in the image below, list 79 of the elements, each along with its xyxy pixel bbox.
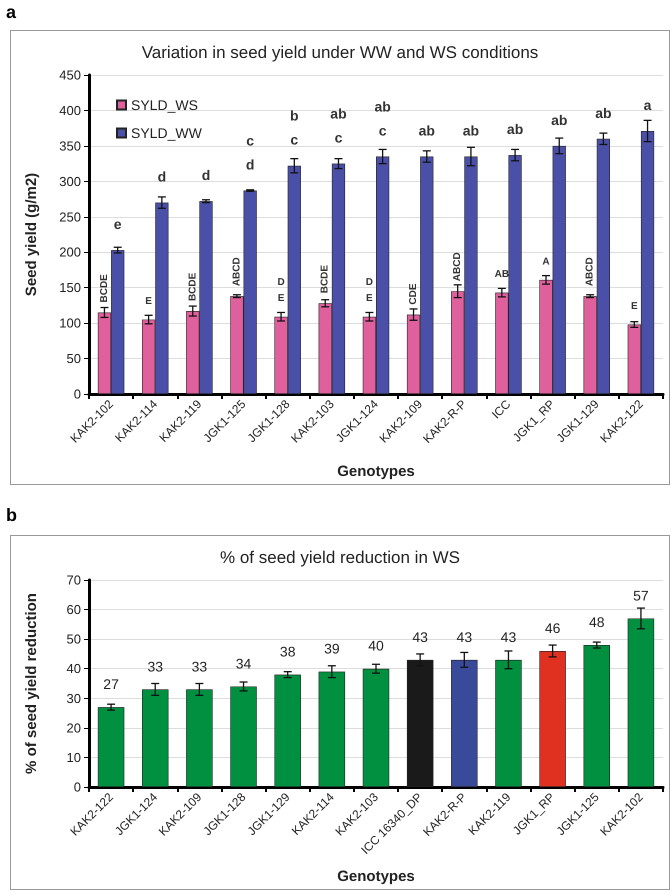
data-label: BCDE (320, 264, 331, 294)
data-label: 27 (103, 676, 120, 692)
x-axis-title: Genotypes (337, 463, 415, 480)
y-tick-label: 350 (59, 138, 81, 154)
data-label: 38 (280, 644, 296, 660)
data-label: ab c (330, 106, 347, 146)
y-tick-label: 70 (66, 572, 81, 588)
legend-label: SYLD_WS (131, 97, 198, 113)
x-tick-label: ICC (488, 396, 514, 422)
data-label: ABCD (584, 257, 596, 286)
bar (451, 660, 478, 787)
text: b (6, 505, 17, 526)
data-label: a (644, 97, 652, 113)
chart-title: % of seed yield reduction in WS (220, 548, 460, 567)
y-tick-label: 10 (66, 750, 81, 765)
data-label: E (145, 296, 152, 308)
data-label: 39 (324, 640, 340, 657)
data-label: ab (506, 121, 524, 138)
data-label: CDE (408, 283, 420, 305)
y-axis-title: % of seed yield reduction (23, 593, 40, 774)
y-tick-label: 0 (74, 386, 81, 402)
data-label: 46 (544, 620, 561, 636)
bar (362, 668, 390, 787)
data-label: 40 (368, 638, 384, 654)
y-tick-label: 100 (59, 316, 81, 331)
bar (539, 650, 566, 787)
data-label: ab (418, 122, 435, 139)
y-tick-label: 60 (66, 602, 81, 618)
data-label: d (158, 168, 166, 185)
bar (495, 660, 522, 787)
y-tick-label: 40 (66, 661, 81, 676)
text: a (6, 2, 16, 23)
chart-title: Variation in seed yield under WW and WS conditions (142, 43, 538, 62)
data-label: 33 (147, 658, 164, 674)
data-label: ABCD (452, 252, 464, 282)
data-label: b c (290, 108, 299, 148)
data-label: 43 (456, 628, 472, 645)
data-label: ab (551, 112, 568, 128)
data-label: 57 (633, 587, 649, 604)
data-label: ABCD (231, 257, 242, 286)
bar (230, 686, 257, 787)
data-label: 33 (192, 658, 208, 674)
y-tick-label: 50 (66, 632, 81, 647)
data-label: 43 (412, 628, 428, 645)
y-tick-label: 450 (59, 68, 81, 82)
y-tick-label: 250 (59, 209, 81, 224)
data-label: A (542, 256, 550, 268)
y-tick-label: 0 (74, 780, 81, 794)
y-tick-label: 200 (59, 244, 81, 260)
bar (142, 689, 168, 787)
data-label: D E (366, 277, 374, 304)
data-label: 43 (500, 628, 516, 645)
data-label: d (202, 167, 210, 184)
data-label: c d (246, 132, 254, 173)
data-label: 34 (236, 655, 252, 672)
bar (98, 707, 124, 787)
data-label: e (114, 216, 122, 232)
y-tick-label: 20 (66, 720, 81, 736)
data-label: BCDE (187, 272, 198, 302)
y-tick-label: 150 (59, 280, 81, 296)
bar (628, 618, 654, 787)
data-label: D E (277, 277, 285, 304)
y-tick-label: 400 (59, 102, 81, 118)
legend-label: SYLD_WW (131, 125, 203, 141)
y-tick-label: 300 (59, 174, 81, 189)
data-label: ab c (374, 98, 391, 139)
bar (186, 689, 213, 787)
y-tick-label: 50 (66, 351, 81, 366)
data-label: ab (462, 122, 480, 139)
y-tick-label: 30 (66, 690, 81, 706)
data-label: BCDE (98, 274, 110, 302)
y-axis-title: Seed yield (g/m2) (23, 172, 40, 296)
data-label: 48 (588, 614, 605, 630)
x-axis-title: Genotypes (337, 868, 415, 885)
bar (584, 645, 610, 787)
data-label: ab (595, 104, 612, 121)
data-label: E (630, 301, 638, 312)
bar (274, 674, 301, 787)
bar (318, 672, 346, 787)
